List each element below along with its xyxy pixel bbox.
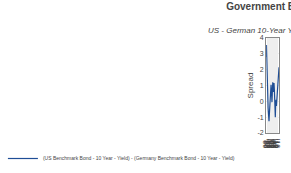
- svg-text:Spread: Spread: [246, 73, 255, 99]
- svg-text:'90: '90: [263, 139, 270, 148]
- svg-text:'92: '92: [264, 139, 271, 148]
- svg-text:'86: '86: [262, 139, 269, 148]
- svg-text:4: 4: [260, 34, 264, 41]
- svg-text:'00: '00: [268, 139, 275, 148]
- svg-text:Government Bonds: Government Bonds: [226, 1, 291, 12]
- svg-text:'08: '08: [271, 139, 278, 148]
- svg-text:'16: '16: [274, 139, 281, 148]
- svg-text:'02: '02: [268, 139, 275, 148]
- svg-text:2: 2: [260, 66, 264, 73]
- svg-text:-2: -2: [258, 129, 264, 136]
- svg-text:1: 1: [260, 82, 264, 89]
- svg-text:-1: -1: [258, 114, 264, 121]
- svg-text:'10: '10: [272, 139, 279, 148]
- svg-text:'06: '06: [270, 139, 277, 148]
- svg-text:'96: '96: [266, 139, 273, 148]
- svg-text:'88: '88: [263, 139, 270, 148]
- svg-text:'04: '04: [269, 139, 276, 148]
- svg-text:'94: '94: [265, 139, 272, 148]
- svg-text:'14: '14: [273, 139, 280, 148]
- svg-text:'98: '98: [267, 139, 274, 148]
- svg-text:3: 3: [260, 50, 264, 57]
- svg-text:0: 0: [260, 98, 264, 105]
- svg-text:'12: '12: [272, 139, 279, 148]
- svg-text:(US Benchmark Bond - 10 Year -: (US Benchmark Bond - 10 Year - Yield) - …: [43, 155, 235, 161]
- svg-text:US - German 10-Year Yields Spr: US - German 10-Year Yields Spread: [208, 26, 291, 35]
